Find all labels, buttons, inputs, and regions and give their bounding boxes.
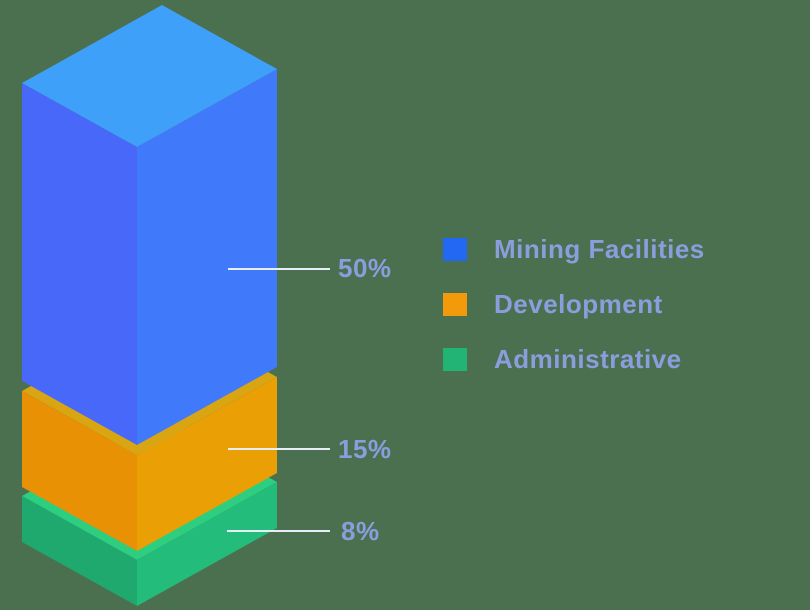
- legend-item-administrative: Administrative: [443, 344, 705, 374]
- mining-percent-label: 50%: [338, 253, 392, 283]
- legend-item-mining: Mining Facilities: [443, 234, 705, 264]
- administrative-bar-right-face: [137, 482, 277, 606]
- administrative-swatch-icon: [443, 347, 467, 371]
- mining-swatch-icon: [443, 237, 467, 261]
- development-swatch-icon: [443, 292, 467, 316]
- mining-bar-top-face: [22, 5, 277, 147]
- development-bar-right-face: [137, 377, 277, 551]
- mining-bar-right-face: [137, 69, 277, 445]
- development-bar-left-face: [22, 391, 137, 551]
- development-percent-label: 15%: [338, 434, 392, 464]
- mining-bar-left-face: [22, 83, 137, 445]
- legend-label-development: Development: [494, 288, 663, 319]
- legend-label-mining: Mining Facilities: [494, 233, 705, 264]
- administrative-percent-label: 8%: [341, 516, 380, 546]
- legend-item-development: Development: [443, 289, 705, 319]
- legend-label-administrative: Administrative: [494, 343, 682, 374]
- legend: Mining Facilities Development Administra…: [443, 234, 705, 374]
- administrative-bar-left-face: [22, 496, 137, 606]
